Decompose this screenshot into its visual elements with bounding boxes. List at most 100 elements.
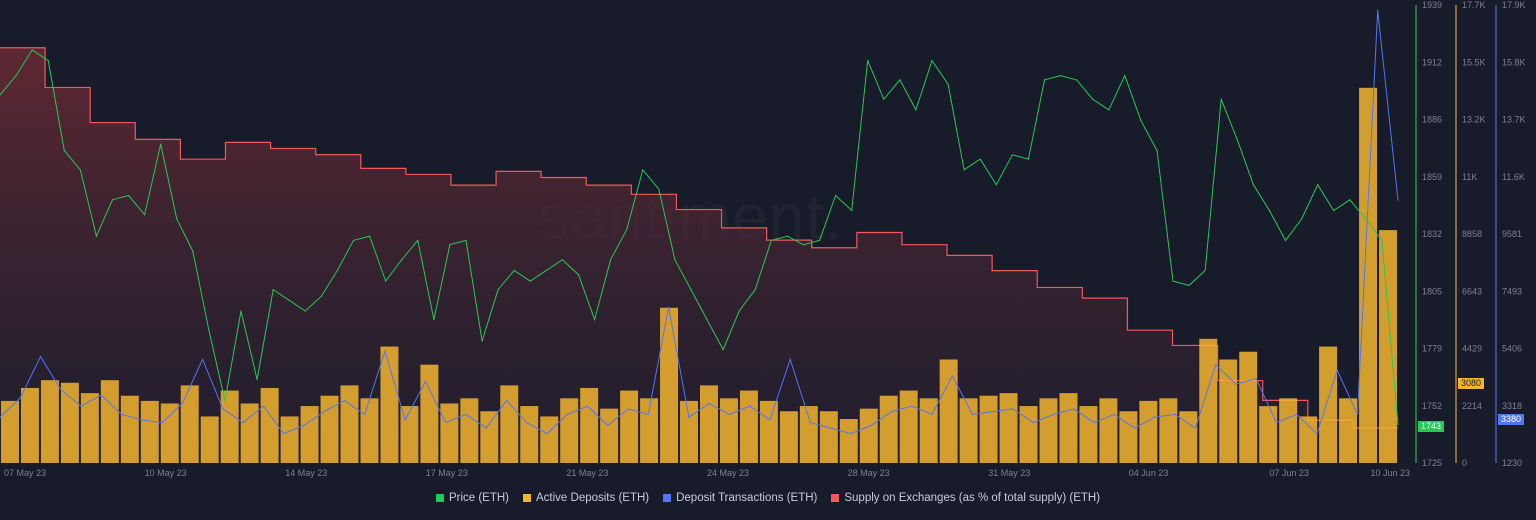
price-line-point xyxy=(947,83,949,85)
active-deposits-bar xyxy=(1179,411,1198,463)
deposit-transactions-line-point xyxy=(485,427,487,429)
price-line-point xyxy=(1059,75,1062,77)
active-deposits-bar xyxy=(1059,393,1078,463)
active-deposits-bar xyxy=(580,387,599,463)
blue-swatch-icon xyxy=(663,494,672,502)
price-line-point xyxy=(851,209,853,212)
deposit-transactions-line-point xyxy=(546,433,548,435)
price-line-point xyxy=(1300,218,1303,220)
deposit-transactions-line-point xyxy=(120,413,123,415)
price-line-point xyxy=(722,348,724,351)
deposit-transactions-line-point xyxy=(708,402,710,404)
price-tick-label: 1939 xyxy=(1422,0,1442,10)
deposit-transactions-tick-label: 11.6K xyxy=(1502,172,1525,182)
active-deposits-tick-label: 11K xyxy=(1462,172,1477,182)
x-tick-label: 07 May 23 xyxy=(4,468,46,478)
active-deposits-bar xyxy=(919,398,938,463)
price-line-point xyxy=(95,235,98,237)
legend: Price (ETH) Active Deposits (ETH) Deposi… xyxy=(0,492,1536,504)
price-line-point xyxy=(690,289,692,291)
price-line-point xyxy=(127,194,130,197)
deposit-transactions-line-point xyxy=(60,389,62,391)
deposit-transactions-line-point xyxy=(1093,422,1095,424)
price-line-point xyxy=(561,259,564,261)
active-deposits-tick-label: 8858 xyxy=(1462,229,1482,239)
legend-active-deposits[interactable]: Active Deposits (ETH) xyxy=(523,492,649,504)
active-deposits-bar xyxy=(1319,346,1338,463)
active-deposits-bar xyxy=(620,390,639,463)
price-line-point xyxy=(658,188,660,190)
deposit-transactions-line-point xyxy=(830,427,832,429)
price-line-point xyxy=(160,143,162,145)
deposit-transactions-line-point xyxy=(668,306,670,308)
active-deposits-bar xyxy=(460,398,479,463)
deposit-transactions-line-point xyxy=(1336,369,1338,372)
active-deposits-bar xyxy=(280,416,299,463)
price-line-point xyxy=(1252,184,1254,186)
legend-supply-on-exchanges[interactable]: Supply on Exchanges (as % of total suppl… xyxy=(831,492,1100,504)
x-tick-label: 21 May 23 xyxy=(566,468,608,478)
active-deposits-bar xyxy=(979,395,998,463)
price-line-point xyxy=(963,169,965,171)
price-line-point xyxy=(931,60,933,62)
deposit-transactions-line-point xyxy=(364,413,366,415)
deposit-transactions-line-point xyxy=(1275,422,1278,424)
deposit-transactions-line-point xyxy=(526,422,528,424)
active-deposits-bar xyxy=(779,411,798,463)
deposit-transactions-line-point xyxy=(627,408,629,410)
active-deposits-tick-label: 2214 xyxy=(1462,401,1482,411)
active-deposits-bar xyxy=(380,346,399,463)
x-tick-label: 10 May 23 xyxy=(145,468,187,478)
active-deposits-bar xyxy=(180,385,199,463)
active-deposits-bar xyxy=(420,364,439,463)
deposit-transactions-line-point xyxy=(1113,413,1115,415)
deposit-transactions-line-point xyxy=(384,350,386,352)
price-line-point xyxy=(240,310,242,312)
legend-price[interactable]: Price (ETH) xyxy=(435,492,509,504)
supply-area xyxy=(0,47,1398,463)
deposit-transactions-line-point xyxy=(728,413,730,415)
deposit-transactions-line xyxy=(0,10,1399,435)
active-deposits-bar xyxy=(640,398,659,463)
x-tick-label: 28 May 23 xyxy=(848,468,890,478)
price-line-point xyxy=(336,269,339,271)
price-line-point xyxy=(786,235,788,237)
active-deposits-bar xyxy=(540,416,559,463)
active-deposits-bar xyxy=(160,403,179,463)
active-deposits-current-badge: 3080 xyxy=(1458,378,1485,389)
price-line-point xyxy=(31,49,33,51)
active-deposits-bar xyxy=(300,406,319,463)
x-tick-label: 24 May 23 xyxy=(707,468,749,478)
price-line-point xyxy=(449,244,451,246)
deposit-transactions-line-point xyxy=(19,397,21,399)
price-line-point xyxy=(1043,79,1046,81)
legend-deposit-transactions[interactable]: Deposit Transactions (ETH) xyxy=(663,492,817,504)
price-line-point xyxy=(465,239,467,242)
price-line-point xyxy=(1204,269,1206,271)
price-line-point xyxy=(1381,239,1383,242)
deposit-transactions-line-point xyxy=(181,402,183,404)
deposit-transactions-line-point xyxy=(1296,413,1298,415)
active-deposits-bar xyxy=(899,390,918,463)
deposit-transactions-line-point xyxy=(870,424,872,426)
deposit-transactions-line-point xyxy=(1397,199,1399,201)
active-deposits-bar xyxy=(839,419,858,463)
price-line-point xyxy=(674,259,676,261)
active-deposits-bar xyxy=(999,393,1018,463)
x-tick-label: 10 Jun 23 xyxy=(1370,468,1410,478)
deposit-transactions-tick-label: 17.9K xyxy=(1502,0,1526,10)
chart[interactable]: 1939 1912 1886 1859 1832 1805 1779 1752 1725 17.7… xyxy=(0,0,1536,490)
active-deposits-bar xyxy=(859,408,878,463)
active-deposits-bar xyxy=(1079,406,1098,463)
deposit-transactions-line-point xyxy=(424,380,427,383)
price-tick-label: 1752 xyxy=(1422,401,1442,411)
deposit-transactions-line-point xyxy=(1032,422,1034,424)
price-line-point xyxy=(1076,79,1078,81)
deposit-transactions-line-point xyxy=(607,424,609,426)
price-line-point xyxy=(304,310,306,312)
deposit-transactions-line-point xyxy=(1255,378,1257,380)
active-deposits-bar xyxy=(120,395,139,463)
price-line-point xyxy=(706,319,708,321)
active-deposits-bar xyxy=(1099,398,1118,463)
active-deposits-bar xyxy=(200,416,219,463)
